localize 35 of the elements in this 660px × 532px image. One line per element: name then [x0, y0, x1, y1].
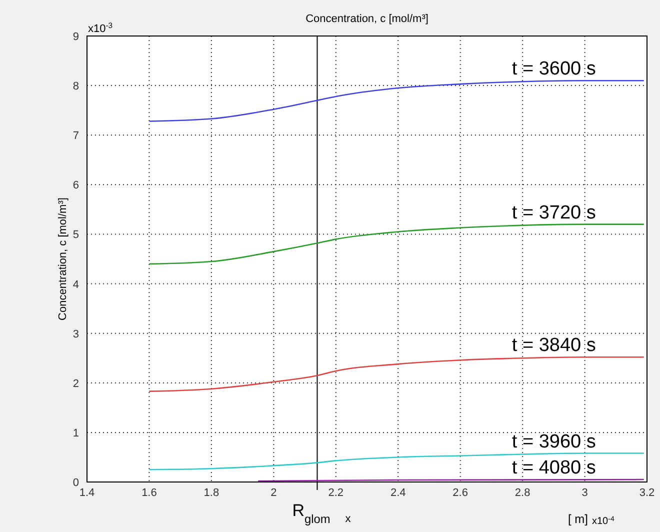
text: x10$^{-3}$ [88, 20, 113, 35]
y-tick-label: 5 [72, 229, 79, 242]
text: [ m] [568, 512, 588, 526]
x-tick-label: 2.2 [328, 487, 344, 499]
series-label: t = 3600 s [512, 58, 596, 80]
x-tick-label: 3.2 [639, 487, 655, 499]
x-tick-label: 2.6 [452, 487, 468, 499]
x-tick-label: 1.6 [142, 487, 157, 499]
y-tick-label: 6 [72, 180, 79, 192]
y-tick-label: 2 [72, 378, 79, 390]
y-tick-label: 4 [72, 278, 79, 291]
series-label: t = 4080 s [512, 458, 596, 479]
y-tick-label: 3 [72, 328, 79, 340]
x-tick-label: 3 [582, 487, 588, 499]
y-tick-label: 8 [72, 80, 79, 93]
line-series [148, 224, 645, 265]
x-tick-label: 2.8 [514, 487, 530, 499]
ref-line-label: R$_{glom}$ [292, 501, 330, 526]
x-tick-label: 1.4 [79, 487, 95, 499]
x-tick-label: 2 [270, 487, 277, 499]
x-tick-label: 2.4 [390, 487, 406, 499]
chart-title: Concentration, c [mol/m³] [306, 13, 428, 25]
x-tick-label: 1.8 [204, 487, 220, 499]
line-series [148, 80, 645, 122]
y-tick-label: 1 [72, 427, 79, 440]
series-label: t = 3960 s [512, 431, 596, 452]
series-label: t = 3840 s [512, 335, 596, 356]
y-tick-label: 9 [72, 31, 79, 43]
line-series [148, 356, 645, 392]
x-axis-title: x [345, 513, 352, 525]
series-label: t = 3720 s [512, 202, 596, 224]
y-tick-label: 0 [72, 477, 79, 489]
y-tick-label: 7 [72, 130, 79, 142]
text: x10$^{-4}$ [592, 516, 614, 527]
y-axis-title: Concentration, c [mol/m³] [57, 198, 69, 320]
